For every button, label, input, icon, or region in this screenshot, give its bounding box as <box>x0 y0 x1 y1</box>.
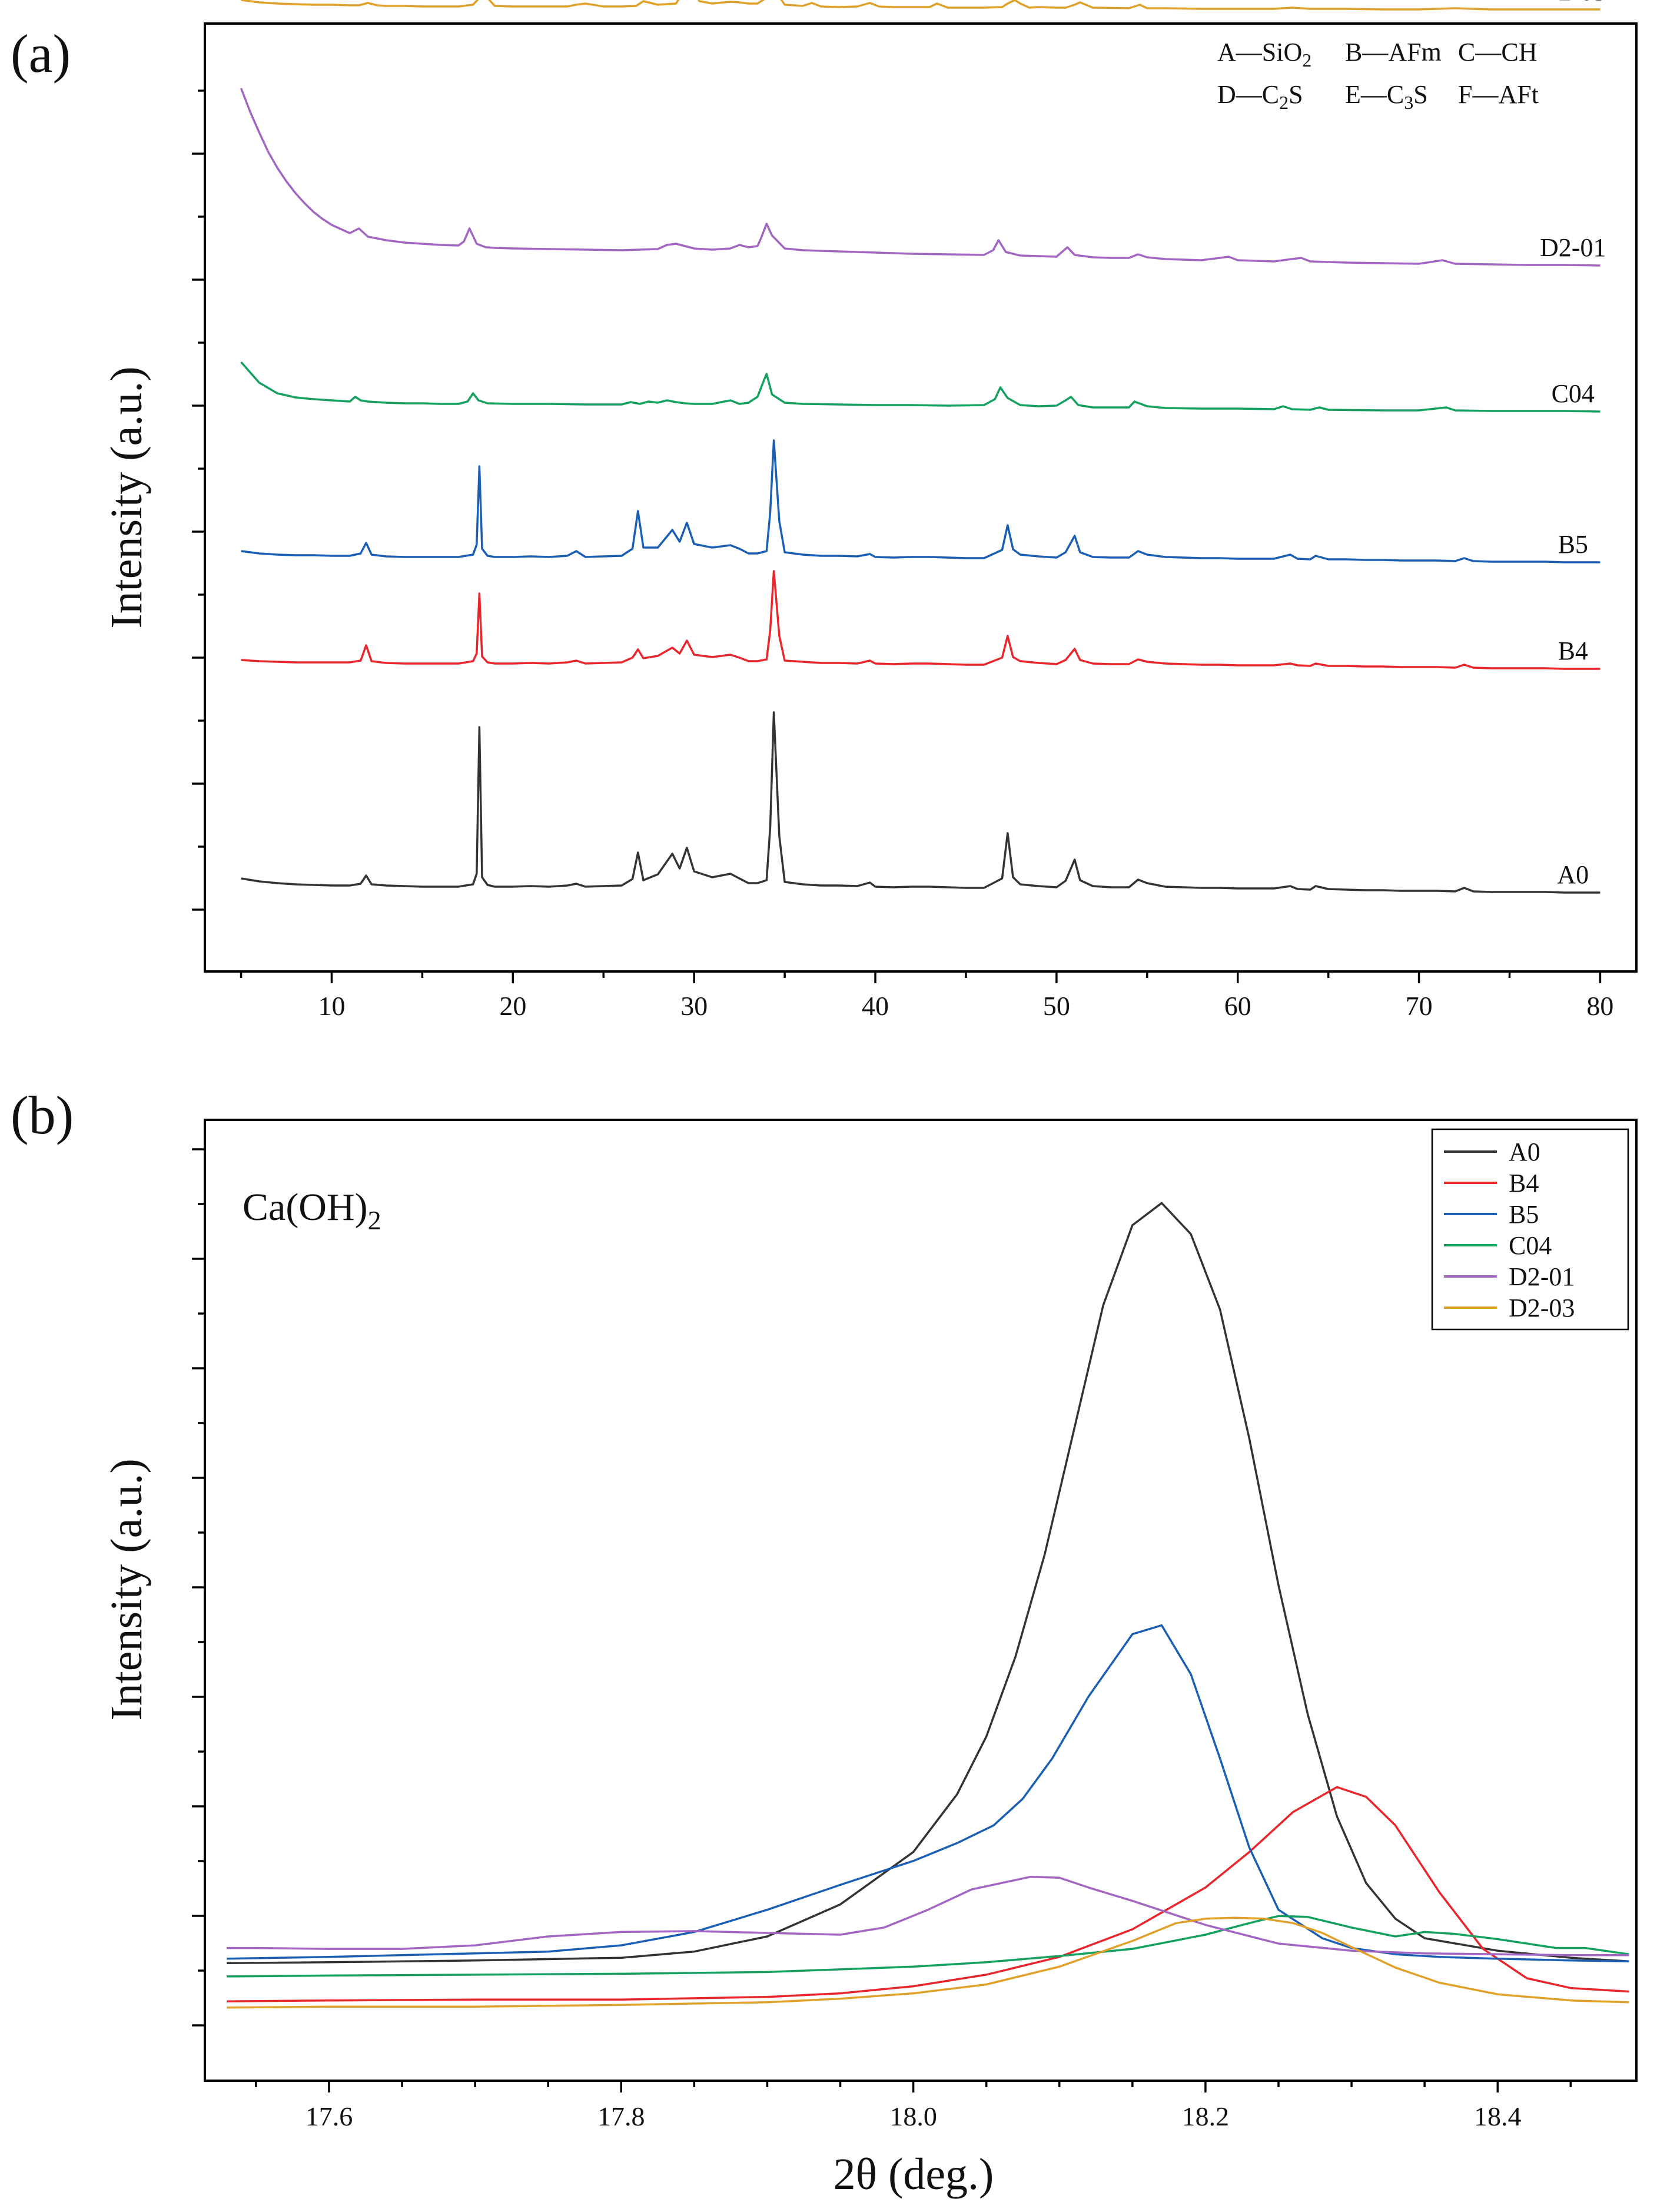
panel-b-y-ticks <box>192 1148 205 2027</box>
series-line-a0 <box>241 711 1600 894</box>
panel-b-x-tick-label: 18.2 <box>1182 2101 1230 2131</box>
curve-label-b5: B5 <box>1558 530 1588 559</box>
series-line-a0 <box>227 1202 1629 1965</box>
legend-label-c04: C04 <box>1509 1231 1552 1260</box>
panel-a-x-tick-label: 50 <box>1043 991 1070 1021</box>
panel-b-x-tick-label: 18.4 <box>1474 2101 1522 2131</box>
panel-b-x-tick-label: 17.8 <box>597 2101 645 2131</box>
series-line-b4 <box>227 1786 1629 2002</box>
panel-a-series <box>240 0 1600 894</box>
series-line-b5 <box>227 1624 1629 1963</box>
legend-label-b4: B4 <box>1509 1169 1539 1198</box>
series-line-b4 <box>241 570 1600 670</box>
panel-a-x-tick-label: 20 <box>499 991 526 1021</box>
phase-legend-entry: B—AFm <box>1345 38 1442 67</box>
curve-label-d2-01: D2-01 <box>1540 233 1606 262</box>
panel-b-series <box>227 1202 1629 2009</box>
panel-b-annotation: Ca(OH)2 <box>243 1186 381 1235</box>
phase-legend-entry: A—SiO2 <box>1217 38 1311 71</box>
panel-a-x-tick-label: 30 <box>680 991 708 1021</box>
panel-b: (b) Intensity (a.u.) 2θ (deg.) Ca(OH)2 1… <box>11 1085 1638 2199</box>
panel-b-label: (b) <box>11 1085 74 1145</box>
panel-a-x-ticks: 10 20 30 40 50 60 70 80 <box>240 971 1613 1021</box>
panel-b-y-axis-title: Intensity (a.u.) <box>102 1458 151 1720</box>
phase-legend-entry: E—C3S <box>1345 80 1428 113</box>
panel-a-label: (a) <box>11 24 71 84</box>
curve-label-d2-03: D2-03 <box>1540 0 1606 6</box>
panel-b-x-axis-title: 2θ (deg.) <box>834 2150 994 2199</box>
series-line-c04 <box>240 361 1600 413</box>
panel-b-x-tick-label: 17.6 <box>306 2101 353 2131</box>
legend-box <box>1431 1128 1629 1331</box>
phase-legend-entry: C—CH <box>1458 38 1537 67</box>
panel-a-x-tick-label: 10 <box>318 991 345 1021</box>
legend-label-d2-01: D2-01 <box>1509 1262 1575 1291</box>
panel-a-y-ticks <box>192 89 205 911</box>
panel-b-frame <box>204 1119 1638 2082</box>
series-line-d2-01 <box>227 1876 1629 1956</box>
phase-legend-entry: D—C2S <box>1217 80 1303 113</box>
panel-b-x-tick-label: 18.0 <box>889 2101 937 2131</box>
series-line-d2-03 <box>227 1916 1629 2009</box>
series-line-b5 <box>241 439 1600 563</box>
panel-a-frame <box>204 22 1638 973</box>
legend-label-a0: A0 <box>1509 1137 1540 1166</box>
panel-a-curve-labels: A0 B4 B5 C04 D2-01 D2-03 <box>1540 0 1606 889</box>
panel-a: (a) Intensity (a.u.) 10 20 30 40 50 60 70 80 A0… <box>11 0 1638 1021</box>
panel-a-x-tick-label: 80 <box>1586 991 1613 1021</box>
curve-label-a0: A0 <box>1557 860 1589 889</box>
panel-a-phase-legend: A—SiO2 B—AFm C—CH D—C2S E—C3S F—AFt <box>1217 38 1539 113</box>
series-line-d2-03 <box>241 0 1600 11</box>
series-line-c04 <box>227 1915 1629 1978</box>
curve-label-c04: C04 <box>1552 379 1595 408</box>
phase-legend-entry: F—AFt <box>1458 80 1539 109</box>
panel-a-y-axis-title: Intensity (a.u.) <box>102 366 151 628</box>
curve-label-b4: B4 <box>1558 636 1588 665</box>
legend-label-d2-03: D2-03 <box>1509 1294 1575 1322</box>
series-line-d2-01 <box>240 88 1600 267</box>
panel-a-x-tick-label: 70 <box>1406 991 1433 1021</box>
panel-b-x-ticks: 17.6 17.8 18.0 18.2 18.4 <box>255 2081 1572 2131</box>
panel-a-x-tick-label: 60 <box>1224 991 1251 1021</box>
legend-label-b5: B5 <box>1509 1200 1539 1229</box>
panel-a-x-tick-label: 40 <box>862 991 889 1021</box>
